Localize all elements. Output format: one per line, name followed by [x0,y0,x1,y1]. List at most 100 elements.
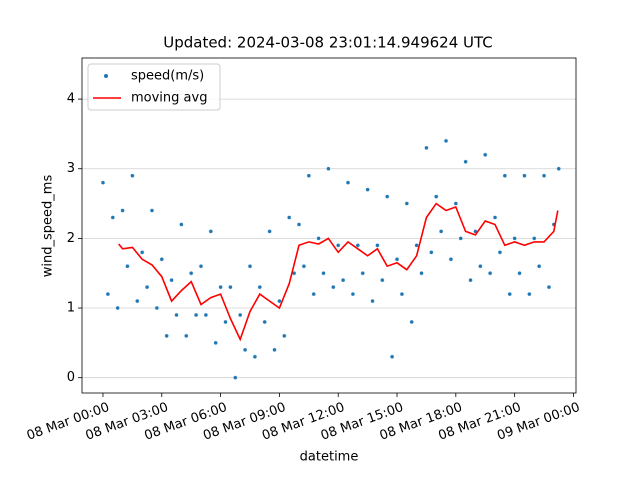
y-axis-label: wind_speed_ms [41,175,56,278]
scatter-point [105,291,111,297]
scatter-point [306,173,312,178]
scatter-point [331,284,336,290]
scatter-point [350,291,356,297]
scatter-point [458,236,463,241]
scatter-point [252,354,258,359]
scatter-point [517,271,522,276]
y-tick-label: 2 [67,231,75,246]
scatter-point [370,298,375,304]
scatter-point [169,277,174,283]
legend: speed(m/s) moving avg [87,63,221,111]
scatter-point [198,264,204,269]
scatter-point [262,319,267,325]
scatter-point [522,173,527,178]
scatter-point [399,291,405,297]
scatter-point [144,284,150,290]
scatter-point [546,284,552,290]
scatter-point [228,284,233,290]
scatter-point [497,250,503,255]
scatter-point [120,208,125,213]
scatter-point [385,194,390,199]
scatter-point [345,180,351,185]
y-tick-label: 1 [67,301,75,316]
scatter-point [115,305,120,311]
y-tick-label: 4 [67,92,75,107]
scatter-point [130,173,135,178]
scatter-point [527,291,532,297]
scatter-point [419,271,424,276]
scatter-point [507,291,512,297]
scatter-point [282,333,287,339]
scatter-point [110,215,115,220]
scatter-point [247,264,253,269]
scatter-point [424,145,429,151]
scatter-point [355,243,361,248]
scatter-point [125,264,130,269]
scatter-point [478,264,483,269]
scatter-point [287,215,292,220]
scatter-point [556,166,561,171]
chart-title: Updated: 2024-03-08 23:01:14.949624 UTC [163,34,493,52]
scatter-point [100,180,106,185]
scatter-point [536,264,542,269]
y-tick-label: 0 [67,370,75,385]
legend-label: speed(m/s) [131,69,204,84]
scatter-point [154,305,160,311]
scatter-point [340,277,346,283]
scatter-point [237,312,243,318]
scatter-point [272,347,277,353]
scatter-point [164,333,169,339]
scatter-point [174,312,179,318]
scatter-point [483,152,488,158]
scatter-point [336,243,341,248]
scatter-point [233,375,238,380]
scatter-point [453,201,459,206]
scatter-point [448,257,454,262]
scatter-point [149,208,155,213]
scatter-point [242,347,248,353]
moving-avg-line [118,202,559,342]
x-axis-label: datetime [300,450,359,465]
scatter-point [321,271,326,276]
scatter-point [360,271,365,276]
scatter-point [218,284,223,290]
scatter-point [179,222,184,227]
scatter-point [257,284,263,290]
scatter-point [223,319,228,325]
scatter-point [267,229,272,234]
scatter-point [468,277,473,283]
scatter-point [188,271,194,276]
scatter-point [512,236,517,241]
y-tick-label: 3 [67,161,75,176]
scatter-point [159,257,164,262]
scatter-point [443,138,449,144]
scatter-point [296,222,302,227]
legend-label: moving avg [131,91,207,106]
scatter-point [463,159,468,164]
scatter-point [541,173,547,178]
legend-marker [104,74,108,78]
scatter-point [487,271,493,276]
scatter-point [492,215,498,220]
scatter-point [380,277,385,283]
scatter-point [208,229,213,234]
scatter-point [532,236,537,241]
scatter-point [429,250,434,255]
scatter-point [139,250,145,255]
scatter-point [326,166,331,171]
scatter-point [389,354,395,359]
plot-frame [81,57,577,394]
scatter-point [414,243,419,248]
scatter-point [316,236,321,241]
scatter-point [184,333,189,339]
scatter-point [394,257,400,262]
scatter-point [409,319,414,325]
scatter-point [365,187,370,192]
scatter-point [404,201,410,206]
scatter-point [438,229,444,234]
scatter-point [375,243,380,248]
scatter-point [213,340,218,346]
scatter-point [301,264,307,269]
scatter-point [311,291,316,297]
